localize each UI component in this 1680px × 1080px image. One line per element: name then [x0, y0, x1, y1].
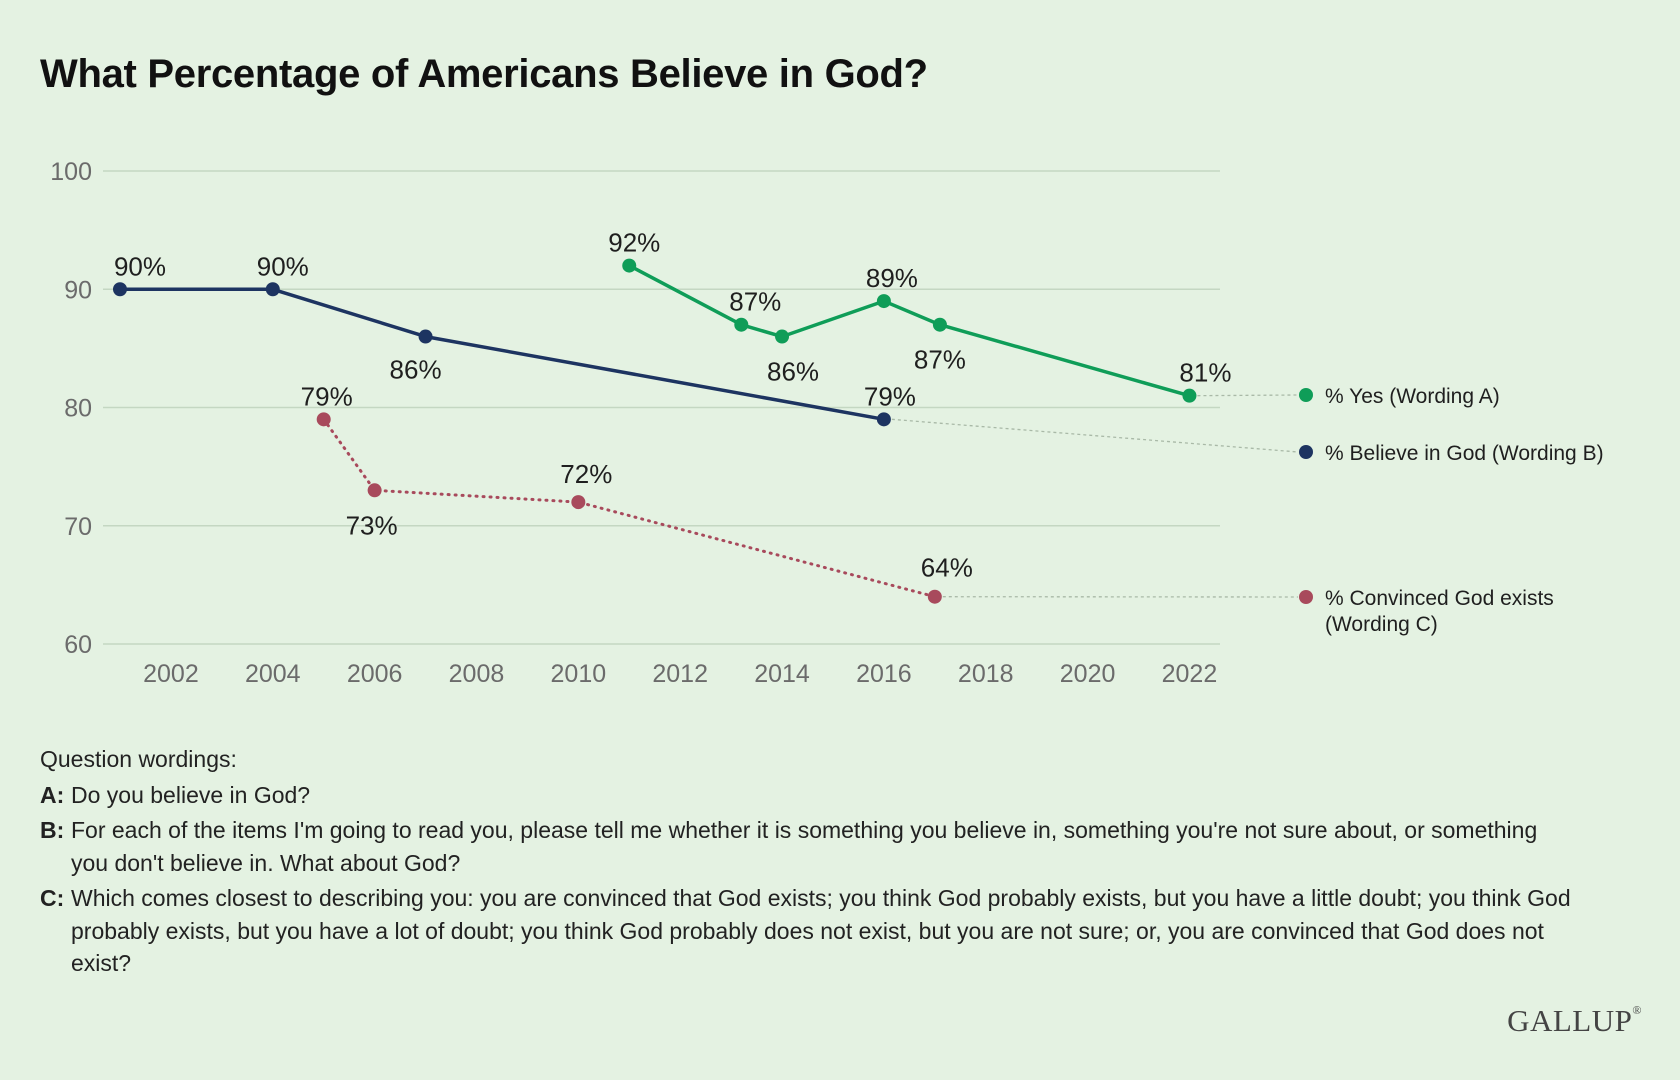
- x-tick-label: 2014: [754, 660, 810, 688]
- data-point: [734, 317, 749, 332]
- x-tick-label: 2002: [143, 660, 199, 688]
- data-point: [876, 412, 891, 427]
- note-b-key: B:: [40, 817, 65, 843]
- legend-label: % Convinced God exists: [1325, 587, 1554, 610]
- legend-marker: [1299, 590, 1313, 604]
- x-tick-label: 2012: [652, 660, 708, 688]
- note-a-key: A:: [40, 781, 65, 808]
- notes-intro: Question wordings:: [40, 746, 237, 772]
- data-point: [367, 483, 382, 498]
- data-point: [775, 329, 790, 344]
- data-label: 72%: [560, 459, 612, 489]
- legend: % Yes (Wording A) % Believe in God (Wordi…: [1299, 385, 1604, 636]
- legend-connectors: [891, 394, 1299, 598]
- data-point: [571, 495, 586, 510]
- data-label: 87%: [729, 287, 781, 317]
- note-b: B: For each of the items I'm going to re…: [40, 814, 1580, 879]
- axis-labels: 60 70 80 90 100 2002 2004 2006 2008 2010 2012 2014 2…: [50, 158, 1217, 688]
- data-labels: 92% 87% 86% 89% 87% 81% 90% 90% 86% 79% 79% 73% 72% 6…: [114, 228, 1231, 583]
- data-label: 86%: [767, 357, 819, 387]
- data-point: [622, 258, 637, 273]
- question-wordings: Question wordings: A: Do you believe in …: [40, 743, 1580, 983]
- legend-label: % Yes (Wording A): [1325, 385, 1500, 408]
- data-point: [418, 329, 433, 344]
- data-label: 81%: [1179, 358, 1231, 388]
- gridlines: [103, 170, 1220, 645]
- data-label: 86%: [390, 355, 442, 385]
- data-label: 90%: [257, 251, 309, 281]
- y-tick-label: 90: [64, 276, 92, 304]
- legend-label: (Wording C): [1325, 613, 1438, 636]
- series-lines: [118, 263, 1192, 599]
- data-point: [932, 317, 947, 332]
- series-line-2: [322, 417, 937, 599]
- legend-connector: [891, 418, 1299, 453]
- series-line-1: [118, 287, 886, 422]
- x-tick-label: 2016: [856, 660, 912, 688]
- x-tick-label: 2010: [551, 660, 607, 688]
- data-point: [316, 412, 331, 427]
- data-point: [1182, 388, 1197, 403]
- x-tick-label: 2006: [347, 660, 403, 688]
- x-tick-label: 2022: [1162, 660, 1218, 688]
- data-point: [876, 294, 891, 309]
- legend-marker: [1299, 445, 1313, 459]
- data-label: 90%: [114, 251, 166, 281]
- line-chart: 60 70 80 90 100 2002 2004 2006 2008 2010 2012 2014 2…: [50, 158, 1604, 688]
- y-tick-label: 100: [50, 158, 92, 186]
- data-point: [265, 282, 280, 297]
- brand-text: GALLUP: [1507, 1003, 1633, 1038]
- y-tick-label: 80: [64, 395, 92, 423]
- data-label: 73%: [346, 510, 398, 540]
- data-label: 79%: [864, 381, 916, 411]
- x-tick-label: 2020: [1060, 660, 1116, 688]
- legend-connector: [1197, 394, 1299, 397]
- y-tick-label: 70: [64, 513, 92, 541]
- note-a: A: Do you believe in God?: [40, 779, 1580, 812]
- x-tick-label: 2008: [449, 660, 505, 688]
- data-points: [113, 258, 1197, 604]
- note-c: C: Which comes closest to describing you…: [40, 882, 1580, 980]
- x-tick-label: 2004: [245, 660, 301, 688]
- series-line-0: [627, 263, 1192, 398]
- gallup-logo: GALLUP®: [1507, 1003, 1642, 1038]
- data-label: 87%: [914, 345, 966, 375]
- note-c-text: Which comes closest to describing you: y…: [71, 885, 1571, 976]
- x-tick-label: 2018: [958, 660, 1014, 688]
- note-a-text: Do you believe in God?: [71, 781, 311, 808]
- data-label: 92%: [608, 228, 660, 258]
- legend-label: % Believe in God (Wording B): [1325, 442, 1604, 465]
- y-tick-label: 60: [64, 631, 92, 659]
- chart-title: What Percentage of Americans Believe in …: [40, 52, 928, 96]
- data-label: 89%: [866, 263, 918, 293]
- data-point: [113, 282, 127, 297]
- note-b-text: For each of the items I'm going to read …: [71, 817, 1538, 876]
- note-c-key: C:: [40, 885, 65, 911]
- legend-marker: [1299, 388, 1313, 402]
- data-label: 64%: [921, 553, 973, 583]
- data-point: [927, 589, 942, 604]
- data-label: 79%: [301, 381, 353, 411]
